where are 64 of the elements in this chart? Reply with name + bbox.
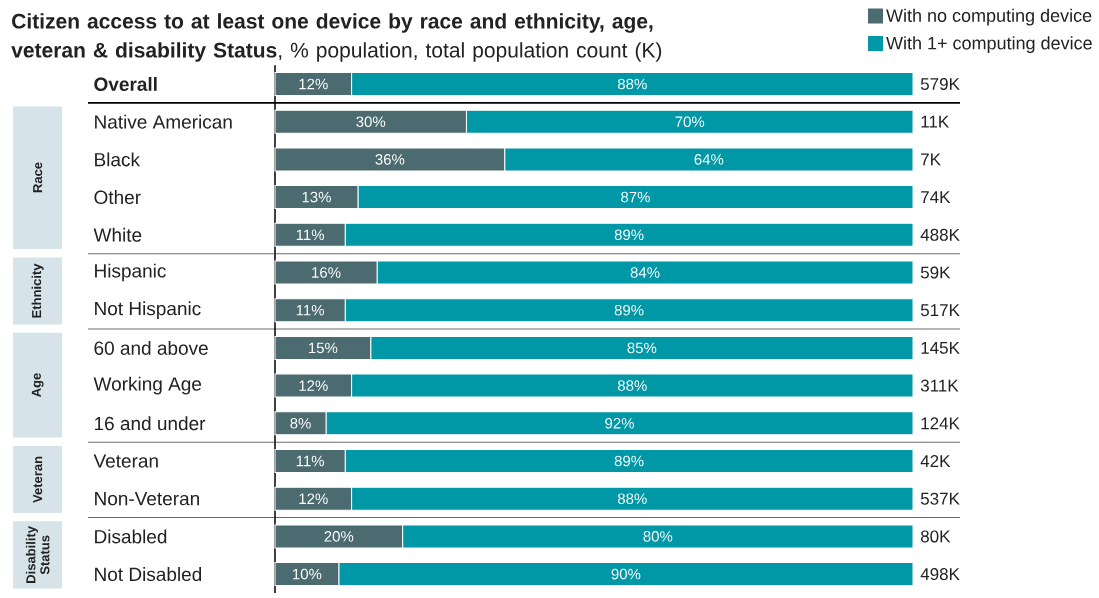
y-axis-title: Veteran — [33, 456, 43, 503]
data-label: 30% — [356, 116, 386, 127]
data-label: 90% — [611, 568, 641, 580]
data-label: 80% — [643, 531, 673, 542]
data-label: 15% — [308, 342, 338, 354]
text: 80K — [920, 530, 951, 543]
data-label: 16% — [312, 267, 341, 278]
data-label: 85% — [627, 342, 657, 354]
data-label: 89% — [614, 455, 644, 467]
y-tick-label: Not Hispanic — [95, 301, 201, 320]
data-label: 12% — [299, 78, 328, 90]
y-tick-label: Native American — [95, 114, 232, 129]
y-tick-label: Non-Veteran — [95, 492, 199, 506]
data-label: 70% — [675, 116, 705, 127]
text: 498K — [920, 568, 960, 581]
data-label: 12% — [299, 493, 328, 504]
text: 311K — [920, 379, 959, 392]
y-tick-label: Hispanic — [95, 263, 166, 282]
chart-title: Citizen access to at least one device by race and ethnicity, age, veteran & disability Status, % population, total population count (K) — [11, 13, 662, 62]
data-label: 88% — [617, 380, 647, 391]
data-label: 36% — [375, 154, 405, 165]
text: 517K — [920, 304, 960, 317]
data-label: 12% — [299, 380, 328, 391]
data-label: 88% — [617, 493, 647, 504]
data-label: 89% — [614, 229, 644, 241]
text: 59K — [920, 266, 951, 279]
y-tick-label: Other — [94, 190, 141, 205]
y-tick-label: 16 and under — [94, 416, 206, 431]
data-label: 92% — [605, 417, 634, 429]
y-axis-title: Age — [31, 373, 44, 397]
y-tick-label: Working Age — [93, 376, 202, 395]
data-label: 89% — [614, 304, 644, 316]
data-label: 87% — [621, 191, 650, 203]
data-label: 64% — [694, 154, 724, 165]
legend-label: With 1+ computing device — [886, 36, 1092, 54]
legend-label: With no computing device — [886, 8, 1092, 26]
y-tick-label: Disabled — [95, 529, 167, 544]
y-tick-label: Veteran — [93, 454, 158, 468]
text: 74K — [921, 191, 951, 203]
text: 124K — [921, 417, 960, 430]
y-tick-label: 60 and above — [94, 340, 208, 355]
y-axis-title: Race — [33, 162, 43, 193]
data-label: 11% — [296, 455, 325, 467]
data-label: 11% — [296, 304, 325, 316]
text: 488K — [920, 228, 960, 241]
data-label: 10% — [293, 568, 322, 580]
y-axis-title: Ethnicity — [31, 263, 44, 318]
text: 537K — [920, 492, 960, 505]
y-axis-title: Disability Status — [25, 526, 50, 583]
data-label: 13% — [302, 191, 331, 203]
data-label: 88% — [617, 78, 647, 90]
data-label: 20% — [324, 531, 354, 542]
text: 11K — [921, 115, 950, 128]
y-tick-label: Overall — [94, 77, 157, 91]
data-label: 11% — [296, 229, 325, 241]
text: 145K — [921, 341, 960, 354]
y-tick-label: Not Disabled — [95, 567, 202, 582]
y-tick-label: White — [93, 227, 142, 242]
text: 42K — [920, 455, 951, 467]
text: 7K — [921, 153, 941, 166]
y-tick-label: Black — [95, 152, 141, 167]
data-label: 8% — [290, 417, 311, 429]
data-label: 84% — [630, 267, 660, 278]
text: 579K — [920, 77, 960, 91]
